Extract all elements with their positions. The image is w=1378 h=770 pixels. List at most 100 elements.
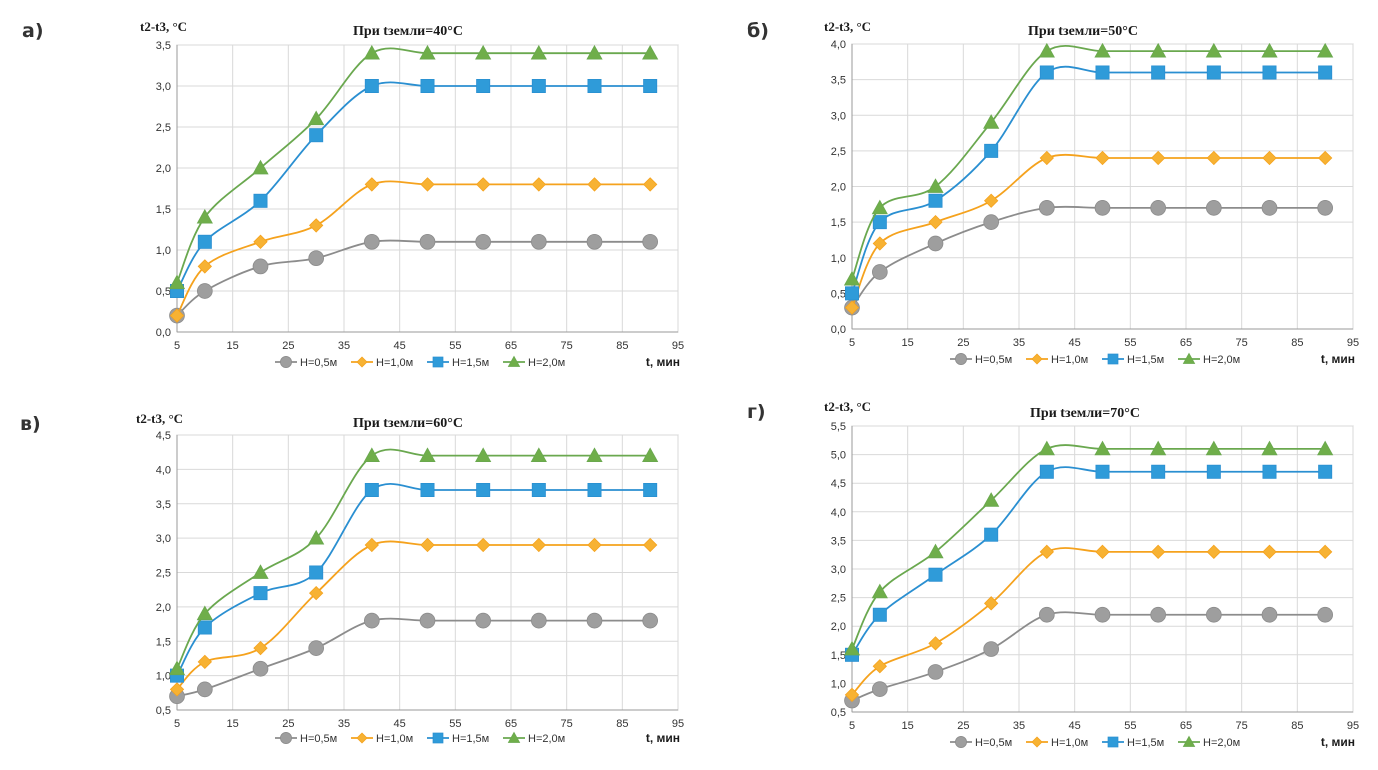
legend-marker: [955, 736, 967, 748]
data-point: [364, 79, 379, 94]
y-tick-label: 0,5: [831, 288, 846, 300]
x-tick-label: 35: [338, 718, 350, 730]
y-tick-label: 4,0: [831, 507, 846, 519]
data-point: [419, 233, 436, 250]
data-point: [586, 44, 603, 60]
y-axis-label: t2-t3, °С: [824, 19, 871, 34]
data-point: [1317, 440, 1334, 456]
data-point: [928, 193, 943, 208]
chart-panel-v: 5 15 25 35 45 55 65 75 85 95 0,5 1,0 1,5 2,0 2,5 3,0 3,5…: [0, 385, 689, 770]
x-tick-label: 45: [1069, 337, 1081, 349]
data-point: [476, 537, 491, 553]
legend-marker: [1182, 352, 1196, 364]
legend-label: H=1,0м: [376, 357, 413, 369]
data-point: [363, 44, 380, 60]
data-point: [530, 233, 547, 250]
data-point: [587, 483, 602, 498]
data-point: [927, 664, 944, 680]
data-point: [872, 607, 887, 622]
legend-marker: [1031, 353, 1043, 365]
legend-label: H=0,5м: [300, 357, 337, 369]
y-tick-label: 2,5: [156, 568, 171, 580]
legend-entry: H=1,5м: [427, 732, 489, 745]
data-point: [1151, 65, 1166, 80]
legend-entry: H=2,0м: [503, 731, 565, 745]
data-point: [927, 235, 944, 252]
series-line: [176, 47, 651, 284]
series-H=0,5м: [169, 233, 659, 324]
series-line: [176, 81, 651, 292]
panel-label: г): [747, 401, 766, 423]
data-point: [475, 612, 492, 629]
data-point: [531, 537, 546, 553]
y-tick-label: 3,0: [156, 533, 171, 545]
series-line: [851, 466, 1326, 656]
x-tick-label: 85: [616, 340, 628, 352]
data-point: [1151, 544, 1166, 560]
legend-entry: H=2,0м: [1178, 352, 1240, 366]
series-H=1,0м: [844, 544, 1333, 703]
data-point: [1094, 606, 1111, 623]
data-point: [1038, 200, 1055, 216]
data-point: [1261, 606, 1278, 623]
data-point: [983, 492, 1000, 507]
data-point: [252, 159, 269, 175]
x-tick-label: 65: [1180, 720, 1192, 732]
data-point: [984, 193, 999, 208]
data-point: [587, 537, 602, 553]
data-point: [1038, 440, 1055, 456]
x-tick-label: 75: [561, 340, 573, 352]
chart-title: При tземли=40°С: [353, 24, 463, 39]
data-point: [1151, 150, 1166, 166]
legend-entry: H=1,5м: [427, 356, 489, 369]
series-H=0,5м: [844, 606, 1334, 709]
y-tick-label: 1,5: [831, 650, 846, 662]
chart-panel-a: 5 15 25 35 45 55 65 75 85 95 0,0 0,5 1,0 1,5 2,0 2,5 3,0…: [0, 0, 689, 385]
y-tick-label: 3,5: [831, 75, 846, 87]
data-point: [253, 640, 268, 656]
legend-marker: [1107, 736, 1119, 748]
legend-label: H=0,5м: [975, 354, 1012, 366]
data-point: [308, 529, 325, 545]
legend-marker: [356, 356, 368, 368]
y-tick-label: 3,5: [156, 499, 171, 511]
series-H=1,0м: [169, 537, 658, 697]
data-point: [642, 233, 659, 250]
x-tick-label: 95: [672, 340, 684, 352]
y-tick-label: 2,0: [831, 182, 846, 194]
x-axis-label: t, мин: [1321, 735, 1355, 749]
data-point: [586, 447, 603, 462]
legend-marker: [1107, 353, 1119, 365]
y-tick-label: 1,0: [156, 671, 171, 683]
data-point: [531, 79, 546, 94]
x-tick-label: 25: [957, 720, 969, 732]
data-point: [530, 44, 547, 60]
data-point: [587, 177, 602, 192]
x-tick-label: 25: [957, 337, 969, 349]
data-point: [308, 250, 325, 267]
y-tick-label: 1,5: [831, 217, 846, 229]
y-tick-label: 0,5: [831, 707, 846, 719]
x-tick-label: 25: [282, 718, 294, 730]
data-point: [1261, 200, 1278, 216]
data-point: [642, 612, 659, 629]
data-point: [309, 218, 324, 233]
data-point: [475, 44, 492, 60]
legend-marker: [356, 732, 368, 744]
legend-marker: [280, 732, 292, 744]
y-tick-label: 0,0: [831, 324, 846, 336]
data-point: [363, 233, 380, 250]
y-tick-label: 1,0: [831, 253, 846, 265]
y-tick-label: 2,0: [156, 163, 171, 175]
data-point: [587, 79, 602, 94]
data-point: [1317, 606, 1334, 623]
x-tick-label: 15: [902, 720, 914, 732]
legend-label: H=2,0м: [528, 357, 565, 369]
data-point: [364, 537, 379, 553]
y-tick-label: 2,5: [831, 146, 846, 158]
data-point: [1095, 65, 1110, 80]
legend-label: H=1,5м: [452, 733, 489, 745]
y-tick-label: 3,5: [831, 535, 846, 547]
data-point: [420, 537, 435, 553]
x-tick-label: 45: [1069, 720, 1081, 732]
